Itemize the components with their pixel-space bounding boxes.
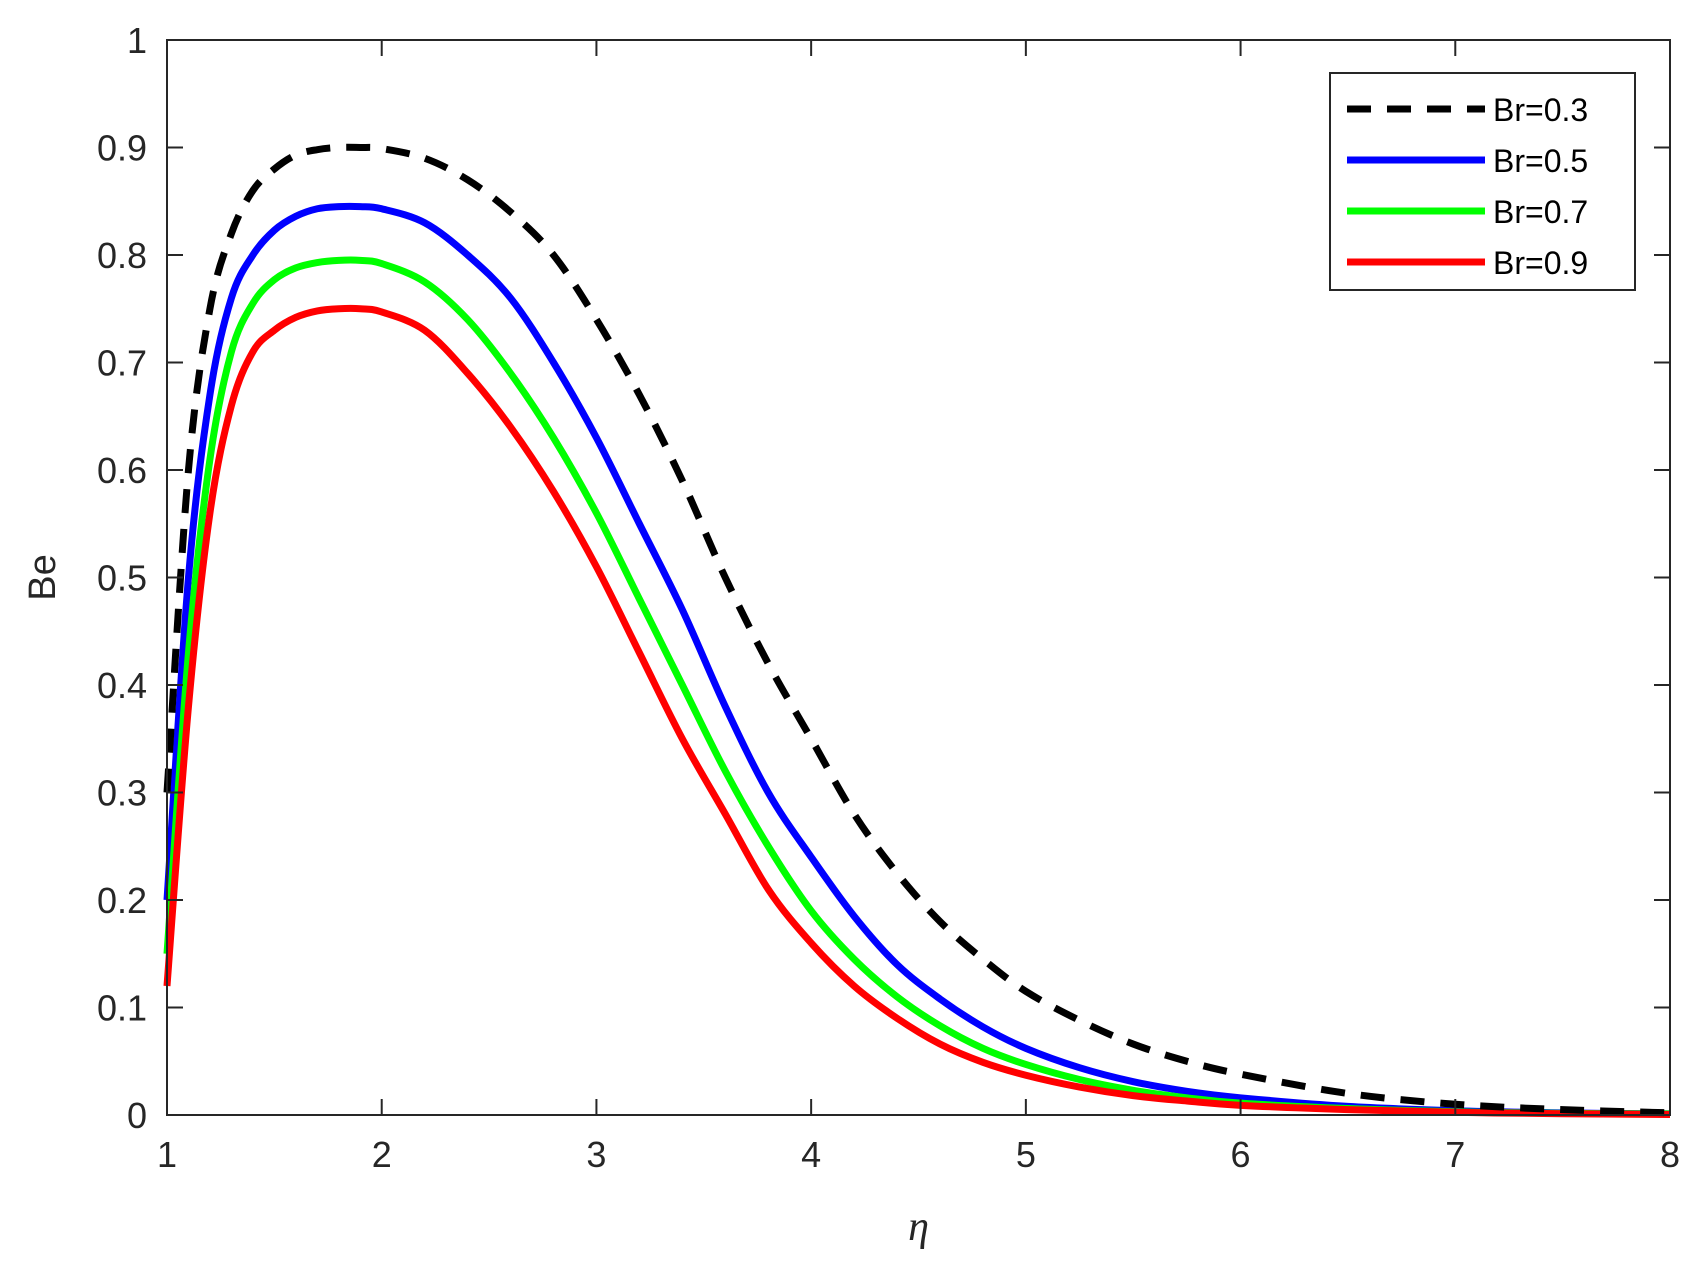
legend: Br=0.3 Br=0.5 Br=0.7 Br=0.9 bbox=[1329, 72, 1636, 291]
y-axis-label: Be bbox=[22, 554, 64, 600]
x-tick-label: 4 bbox=[801, 1134, 821, 1175]
y-tick-label: 0.6 bbox=[97, 450, 147, 491]
x-tick-label: 6 bbox=[1231, 1134, 1251, 1175]
y-tick-label: 0.5 bbox=[97, 558, 147, 599]
x-tick-label: 5 bbox=[1016, 1134, 1036, 1175]
x-tick-label: 2 bbox=[372, 1134, 392, 1175]
series-line-br-0-5 bbox=[163, 202, 1671, 1118]
axes-layer: 1 2 3 4 5 6 7 8 0 0.1 0.2 0.3 0.4 0.5 0.6 0.7 0.8 0.9 1 bbox=[97, 20, 1680, 1175]
legend-label: Br=0.9 bbox=[1493, 245, 1588, 281]
y-tick-label: 1 bbox=[127, 20, 147, 61]
x-tick-label: 8 bbox=[1660, 1134, 1680, 1175]
y-tick-label: 0.8 bbox=[97, 235, 147, 276]
y-tick-label: 0.2 bbox=[97, 880, 147, 921]
y-tick-label: 0.4 bbox=[97, 665, 147, 706]
x-tick-label: 3 bbox=[586, 1134, 606, 1175]
legend-label: Br=0.5 bbox=[1493, 143, 1588, 179]
y-tick-label: 0 bbox=[127, 1095, 147, 1136]
series-line-br-0-9 bbox=[163, 304, 1671, 1118]
x-tick-label: 7 bbox=[1445, 1134, 1465, 1175]
legend-label: Br=0.7 bbox=[1493, 194, 1588, 230]
y-tick-label: 0.3 bbox=[97, 773, 147, 814]
y-tick-label: 0.9 bbox=[97, 128, 147, 169]
legend-label: Br=0.3 bbox=[1493, 92, 1588, 128]
y-tick-label: 0.7 bbox=[97, 343, 147, 384]
series-layer bbox=[163, 143, 1671, 1118]
x-axis-label: η bbox=[908, 1204, 929, 1250]
series-line-br-0-3 bbox=[163, 143, 1671, 1117]
x-tick-label: 1 bbox=[157, 1134, 177, 1175]
y-tick-label: 0.1 bbox=[97, 988, 147, 1029]
